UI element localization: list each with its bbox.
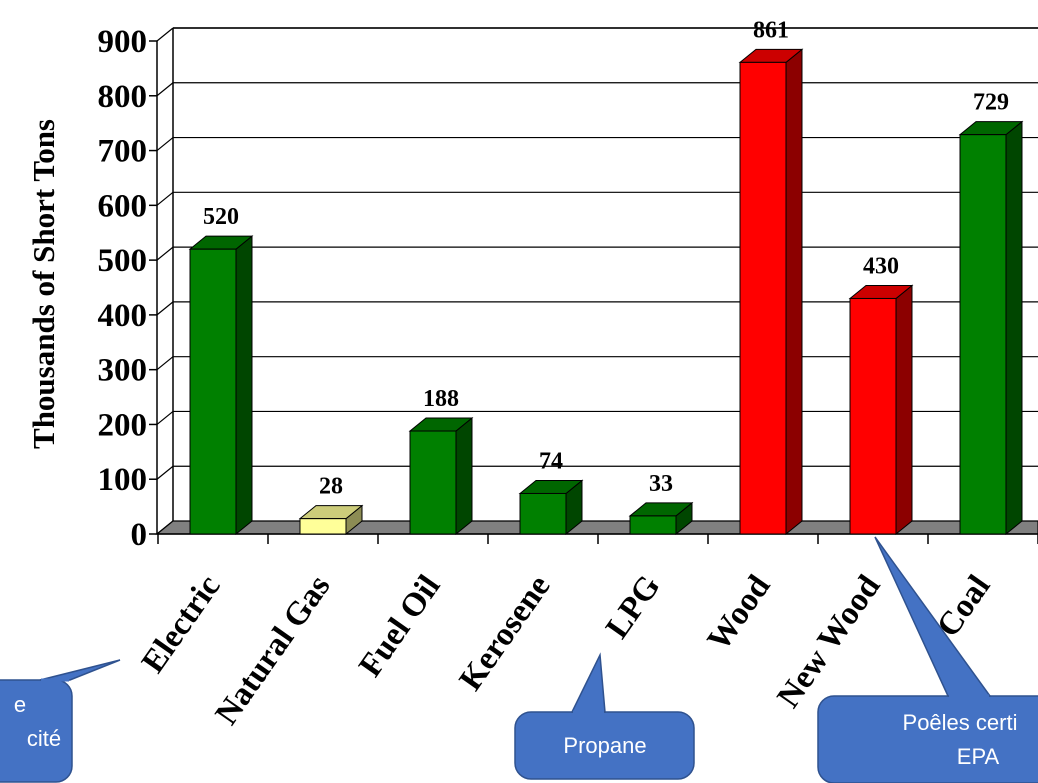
callout-text: Poêles certi: [903, 710, 1018, 735]
bars: [188, 48, 1024, 536]
category-label: Kerosene: [453, 569, 558, 697]
category-label: Fuel Oil: [352, 569, 447, 684]
data-label: 520: [203, 204, 239, 230]
y-tick-label: 800: [98, 79, 148, 115]
side-gridline: [156, 410, 174, 425]
bar-front: [629, 515, 677, 535]
gridlines: [156, 27, 1038, 535]
category-label: New Wood: [771, 569, 888, 715]
bar-new-wood: [848, 284, 914, 536]
callout-text: Propane: [563, 733, 646, 758]
data-labels: 520 28 188 74 33 861 430 729: [203, 17, 1009, 499]
data-label: 28: [319, 474, 343, 500]
side-gridline: [156, 356, 174, 371]
side-gridline: [156, 246, 174, 261]
data-label: 188: [423, 386, 459, 412]
bar-fuel-oil: [408, 416, 474, 536]
side-gridline: [156, 191, 174, 206]
category-label: Electric: [135, 569, 228, 680]
callout-bubble: [817, 695, 1038, 783]
bar-side: [785, 48, 803, 536]
y-axis-label: Thousands of Short Tons: [26, 119, 61, 449]
bar-electric: [188, 235, 254, 536]
callout-bubble: [0, 679, 73, 783]
callout-pointer: [39, 659, 121, 681]
y-tick-label: 200: [98, 407, 148, 443]
bar-coal: [958, 120, 1024, 536]
bar-front: [189, 248, 237, 535]
side-gridline: [156, 82, 174, 97]
y-tick-label: 100: [98, 462, 148, 498]
callout-new-wood: Poêles certi EPA: [817, 536, 1038, 783]
category-label: Natural Gas: [209, 569, 338, 732]
y-tick-label: 700: [98, 134, 148, 170]
y-tick-label: 400: [98, 298, 148, 334]
bar-front: [299, 518, 347, 535]
bar-wood: [738, 48, 804, 536]
bar-side: [895, 284, 913, 536]
bar-front: [959, 134, 1007, 535]
data-label: 729: [973, 90, 1009, 116]
data-label: 430: [863, 253, 899, 279]
y-tick-label: 900: [98, 24, 148, 60]
y-tick-label: 0: [131, 517, 148, 553]
bar-side: [235, 235, 253, 536]
category-label: LPG: [599, 569, 667, 645]
y-tick-label: 300: [98, 353, 148, 389]
category-label: Wood: [701, 569, 778, 657]
bar-kerosene: [518, 479, 584, 536]
bar-front: [519, 492, 567, 535]
bar-side: [455, 416, 473, 536]
bar-front: [739, 61, 787, 535]
callout-text: cité: [27, 726, 61, 751]
bar-front: [849, 297, 897, 535]
side-gridline: [156, 137, 174, 152]
bar-natural-gas: [298, 504, 364, 536]
callout-text: EPA: [957, 744, 1000, 769]
callout-pointer: [570, 652, 606, 713]
side-gridline: [156, 465, 174, 480]
y-tick-labels: 0 100 200 300 400 500 600 700 800 900: [98, 24, 148, 553]
y-tick-label: 600: [98, 188, 148, 224]
data-label: 74: [539, 448, 563, 474]
y-tick-label: 500: [98, 243, 148, 279]
callout-lpg: Propane: [514, 652, 695, 780]
callout-text: e: [14, 692, 26, 717]
data-label: 861: [753, 17, 789, 43]
side-gridline: [156, 27, 174, 42]
side-gridline: [156, 301, 174, 316]
data-label: 33: [649, 471, 673, 497]
bar-front: [409, 430, 457, 535]
bar-lpg: [628, 501, 694, 536]
bar-side: [1005, 120, 1023, 536]
